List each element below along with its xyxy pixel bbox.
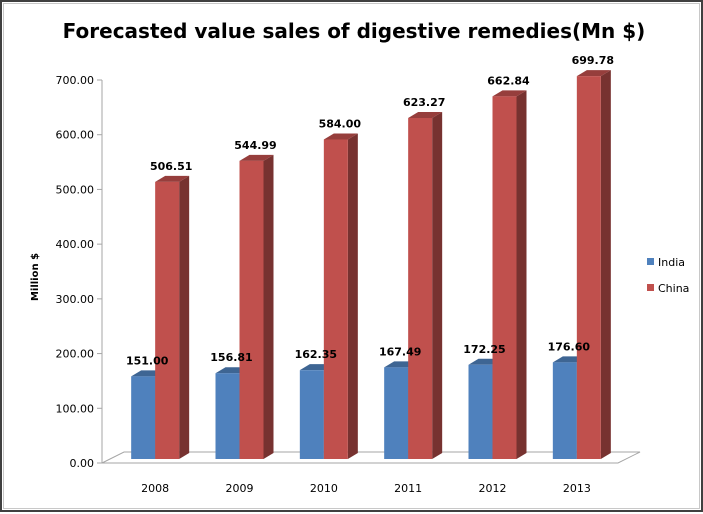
data-label-china: 506.51: [150, 160, 192, 173]
y-tick-label: 600.00: [56, 129, 95, 142]
axes: 0.00 100.00 200.00 300.00 400.00 500.00 600.00…: [56, 74, 103, 470]
data-label-china: 662.84: [487, 74, 530, 87]
data-label-india: 162.35: [295, 348, 337, 361]
bar-front-face: [408, 117, 433, 459]
bar-front-face: [492, 96, 517, 460]
x-tick-label: 2012: [479, 482, 507, 495]
data-label-china: 623.27: [403, 96, 445, 109]
bar-top-face: [576, 70, 611, 77]
legend-item-india: India: [647, 256, 685, 269]
bar-china-2009: [239, 154, 274, 459]
legend-swatch: [647, 284, 654, 291]
data-label-india: 172.25: [463, 343, 505, 356]
y-tick-label: 0.00: [70, 457, 95, 470]
bar-side-face: [432, 111, 443, 459]
bar-china-2010: [323, 133, 358, 459]
y-tick-label: 100.00: [56, 402, 95, 415]
y-tick-label: 500.00: [56, 183, 95, 196]
y-axis-title: Million $: [30, 253, 41, 301]
bars: [131, 70, 611, 460]
y-tick-label: 400.00: [56, 238, 95, 251]
x-tick-label: 2011: [394, 482, 422, 495]
data-label-india: 156.81: [210, 351, 252, 364]
x-tick-label: 2010: [310, 482, 338, 495]
bar-top-face: [155, 175, 190, 182]
bar-front-face: [131, 376, 156, 459]
data-labels: 2008 151.00 506.51 2009 156.81 544.99 2010 162.…: [126, 54, 614, 495]
bar-side-face: [263, 154, 274, 459]
bar-side-face: [347, 133, 358, 459]
legend-label: China: [658, 282, 689, 295]
y-tick-label: 200.00: [56, 348, 95, 361]
bar-china-2008: [155, 175, 190, 459]
bar-china-2013: [576, 70, 611, 460]
data-label-china: 544.99: [234, 139, 276, 152]
data-label-india: 151.00: [126, 354, 169, 367]
bar-front-face: [299, 370, 324, 459]
x-tick-label: 2009: [226, 482, 254, 495]
bar-front-face: [468, 364, 493, 459]
bar-side-face: [600, 70, 611, 460]
bar-front-face: [239, 160, 264, 459]
bar-side-face: [516, 90, 527, 460]
bar-front-face: [155, 181, 180, 459]
legend-label: India: [658, 256, 685, 269]
bar-top-face: [492, 90, 527, 97]
bar-china-2012: [492, 90, 527, 460]
x-tick-label: 2013: [563, 482, 591, 495]
bar-side-face: [179, 175, 190, 459]
bar-front-face: [576, 76, 601, 460]
legend-item-china: China: [647, 282, 689, 295]
data-label-india: 176.60: [548, 340, 591, 353]
bar-top-face: [239, 154, 274, 161]
bar-front-face: [323, 139, 348, 459]
bar-top-face: [323, 133, 358, 140]
bar-china-2011: [408, 111, 443, 459]
legend: India China: [647, 256, 689, 295]
bar-front-face: [215, 373, 240, 459]
y-tick-label: 700.00: [56, 74, 95, 87]
data-label-india: 167.49: [379, 345, 421, 358]
data-label-china: 699.78: [572, 54, 614, 67]
data-label-china: 584.00: [319, 117, 362, 130]
y-tick-label: 300.00: [56, 293, 95, 306]
chart-title: Forecasted value sales of digestive reme…: [63, 19, 646, 43]
legend-swatch: [647, 258, 654, 265]
bar-front-face: [552, 362, 577, 459]
bar-top-face: [408, 111, 443, 118]
x-tick-label: 2008: [141, 482, 169, 495]
bar-front-face: [384, 367, 409, 459]
